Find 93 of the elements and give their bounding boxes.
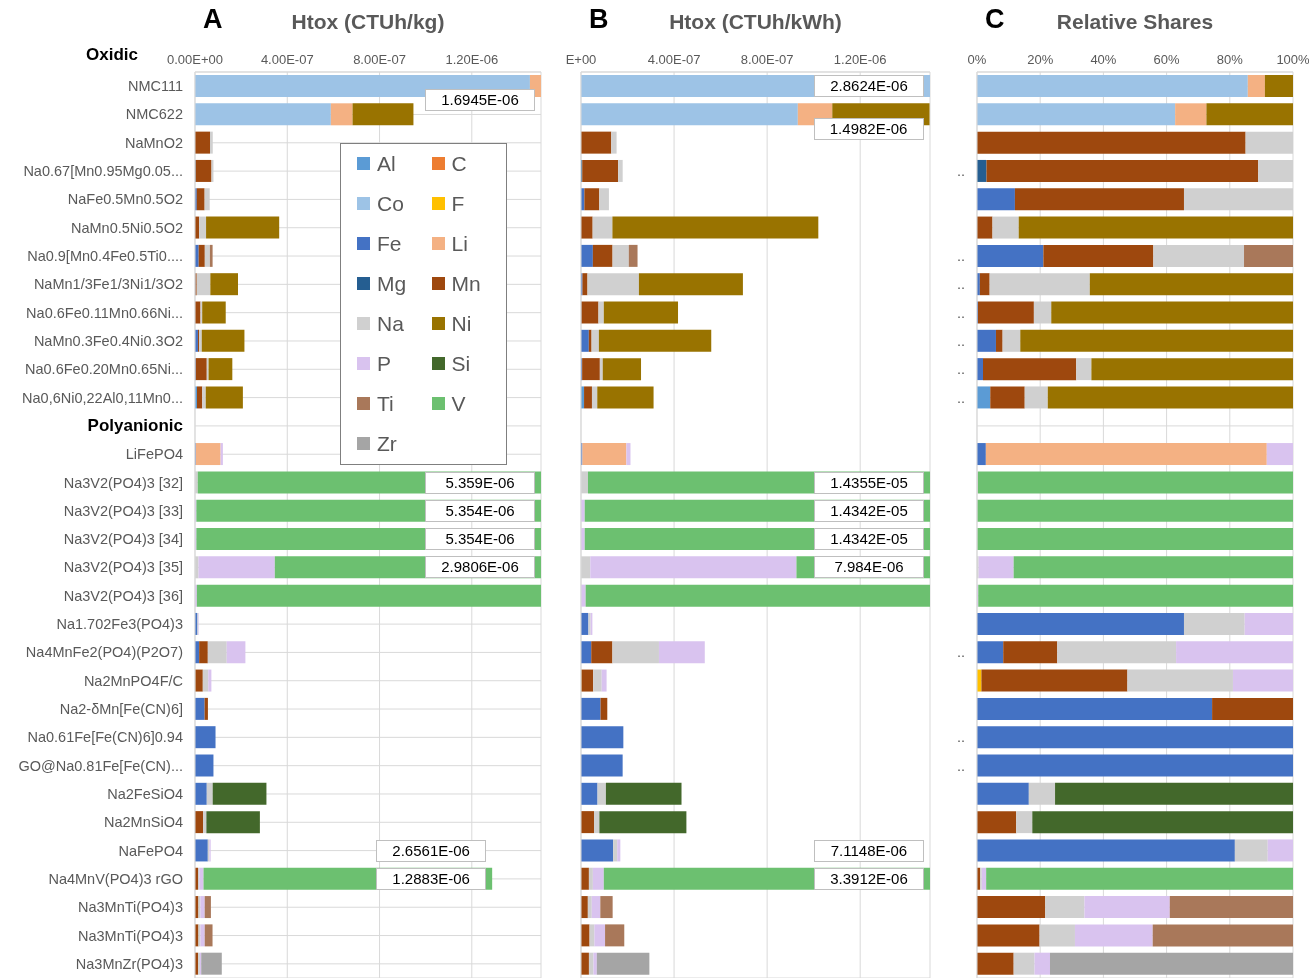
y-tick-label: ..: [956, 361, 965, 378]
y-tick-label: ..: [956, 729, 965, 746]
y-tick-label: Na2MnPO4F/C: [83, 672, 183, 689]
callout-box: 1.6945E-06: [425, 89, 535, 112]
legend-label: Zr: [377, 431, 397, 456]
y-tick-label: Na4MnV(PO4)3 rGO: [48, 870, 183, 887]
y-tick-label: Na3MnTi(PO4)3: [77, 927, 183, 944]
y-tick-label: ..: [956, 332, 965, 349]
y-tick-label: Na3V2(PO4)3 [32]: [63, 474, 183, 491]
y-tick-label: Na2-δMn[Fe(CN)6]: [59, 701, 183, 718]
y-tick-label: LiFePO4: [125, 446, 183, 463]
y-tick-label: ..: [956, 644, 965, 661]
callout-box: 1.4342E-05: [814, 528, 924, 551]
callout-box: 2.6561E-06: [376, 839, 487, 862]
callout-box: 1.2883E-06: [376, 867, 487, 890]
y-tick-label: Na0.6Fe0.20Mn0.65Ni...: [25, 361, 183, 378]
legend-label: Al: [377, 151, 396, 176]
legend-label: Si: [451, 351, 471, 376]
y-tick-label: ..: [956, 276, 965, 293]
y-tick-label: NaFe0.5Mn0.5O2: [67, 191, 183, 208]
y-tick-label: Na0.61Fe[Fe(CN)6]0.94: [27, 729, 183, 746]
callout-box: 1.4342E-05: [814, 499, 924, 522]
legend-label: Mn: [451, 271, 481, 296]
x-tick-label: 40%: [1090, 52, 1117, 67]
y-tick-label: Polyanionic: [87, 415, 183, 435]
callout-box: 7.984E-06: [814, 556, 924, 579]
legend-label: Co: [377, 191, 404, 216]
callout-box: 5.359E-06: [425, 471, 535, 494]
legend-label: Mg: [377, 271, 407, 296]
y-tick-label: Na4MnFe2(PO4)(P2O7): [25, 644, 183, 661]
y-tick-label: Na3V2(PO4)3 [35]: [63, 559, 183, 576]
chart-subtitle: Htox (CTUh/kWh): [669, 10, 842, 33]
y-tick-label: NMC111: [127, 78, 183, 95]
x-tick-label: 8.00E-07: [740, 52, 794, 67]
y-tick-label: ..: [956, 389, 965, 406]
x-tick-label: 20%: [1027, 52, 1054, 67]
legend-label: P: [377, 351, 392, 376]
y-tick-label: Na3V2(PO4)3 [34]: [63, 531, 183, 548]
legend-label: Fe: [377, 231, 402, 256]
y-tick-label: NaMn1/3Fe1/3Ni1/3O2: [33, 276, 183, 293]
x-tick-label: 0.00E+00: [166, 52, 224, 67]
y-tick-label: Na3MnTi(PO4)3: [77, 899, 183, 916]
x-tick-label: 0%: [967, 52, 987, 67]
legend-label: Na: [377, 311, 404, 336]
y-tick-label: ..: [956, 248, 965, 265]
chart-title: A: [203, 4, 223, 35]
x-tick-label: 1.20E-06: [833, 52, 887, 67]
chart-title: C: [985, 4, 1005, 35]
y-tick-label: Na2FeSiO4: [107, 785, 183, 802]
y-tick-label: NaMnO2: [124, 134, 183, 151]
x-tick-label: 60%: [1153, 52, 1181, 67]
y-tick-label: Na0,6Ni0,22Al0,11Mn0...: [22, 389, 183, 406]
x-tick-label: 1.20E-06: [445, 52, 499, 67]
chart-title: B: [589, 4, 609, 35]
x-tick-label: 4.00E-07: [260, 52, 314, 67]
x-tick-label: 80%: [1216, 52, 1244, 67]
callout-box: 5.354E-06: [425, 528, 535, 551]
callout-box: 1.4982E-06: [813, 117, 924, 140]
chart-subtitle: Relative Shares: [1056, 10, 1214, 33]
legend-label: F: [451, 191, 465, 216]
callout-box: 1.4355E-05: [814, 471, 924, 494]
legend-label: Ni: [451, 311, 472, 336]
x-tick-label: 100%: [1276, 52, 1309, 67]
y-tick-label: Na2MnSiO4: [104, 814, 183, 831]
callout-box: 7.1148E-06: [814, 839, 924, 862]
callout-box: 3.3912E-06: [814, 867, 924, 890]
legend-label: C: [451, 151, 467, 176]
y-tick-label: GO@Na0.81Fe[Fe(CN)...: [18, 757, 183, 774]
y-tick-label: Na0.9[Mn0.4Fe0.5Ti0....: [27, 248, 183, 265]
x-tick-label: 4.00E-07: [647, 52, 701, 67]
y-tick-label: NaMn0.5Ni0.5O2: [70, 219, 183, 236]
y-tick-label: NMC622: [125, 106, 183, 123]
callout-box: 2.8624E-06: [814, 75, 924, 98]
callout-box: 5.354E-06: [425, 499, 535, 522]
y-tick-label: Na0.6Fe0.11Mn0.66Ni...: [26, 304, 183, 321]
x-tick-label: 8.00E-07: [353, 52, 406, 67]
y-tick-label: ..: [956, 304, 965, 321]
text: Oxidic: [86, 45, 138, 65]
y-tick-label: Na3MnZr(PO4)3: [75, 955, 183, 972]
y-tick-label: Na3V2(PO4)3 [33]: [63, 502, 183, 519]
x-tick-label: E+00: [565, 52, 597, 67]
chart-subtitle: Htox (CTUh/kg): [291, 10, 445, 33]
y-tick-label: Na0.67[Mn0.95Mg0.05...: [23, 163, 183, 180]
y-tick-label: Na3V2(PO4)3 [36]: [63, 587, 183, 604]
y-tick-label: ..: [956, 163, 965, 180]
y-tick-label: NaFePO4: [118, 842, 183, 859]
y-tick-label: ..: [956, 757, 965, 774]
legend-label: Ti: [377, 391, 394, 416]
legend-label: Li: [451, 231, 468, 256]
legend-label: V: [451, 391, 466, 416]
y-tick-label: NaMn0.3Fe0.4Ni0.3O2: [33, 332, 183, 349]
callout-box: 2.9806E-06: [425, 556, 535, 579]
y-tick-label: Na1.702Fe3(PO4)3: [56, 616, 183, 633]
